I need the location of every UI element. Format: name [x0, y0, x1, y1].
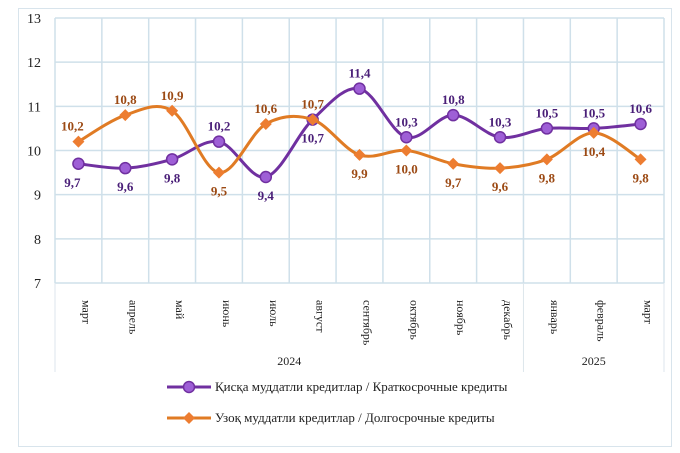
data-point	[353, 148, 366, 161]
x-tick-label: январь	[548, 300, 562, 335]
legend-item-short-term: Қисқа муддатли кредитлар / Краткосрочные…	[165, 379, 507, 395]
data-label: 10,7	[301, 97, 324, 112]
x-tick-label: май	[173, 300, 187, 320]
data-label: 10,2	[208, 119, 231, 134]
data-label: 10,6	[629, 101, 652, 116]
data-point	[353, 82, 366, 95]
data-point	[72, 135, 85, 148]
x-tick-label: август	[314, 300, 328, 333]
y-tick-label: 13	[27, 12, 41, 27]
x-tick-label: июнь	[220, 300, 234, 328]
data-point	[212, 135, 226, 148]
data-label: 10,5	[582, 105, 605, 120]
y-tick-label: 8	[34, 233, 41, 248]
data-point	[400, 131, 413, 144]
y-tick-label: 12	[27, 56, 41, 71]
data-point	[400, 144, 413, 157]
data-label: 10,7	[301, 131, 324, 146]
x-tick-label: март	[79, 300, 93, 325]
data-label: 9,8	[539, 170, 556, 185]
legend-marker-diamond-icon	[167, 412, 211, 424]
data-label: 10,8	[114, 92, 137, 107]
data-point	[540, 122, 554, 135]
data-label: 9,8	[164, 170, 181, 185]
data-point	[212, 166, 225, 179]
y-tick-label: 10	[27, 145, 41, 160]
data-point	[119, 161, 132, 175]
y-tick-label: 7	[34, 277, 41, 292]
x-tick-label: март	[642, 300, 656, 325]
data-point	[306, 113, 319, 126]
legend-item-long-term: Узоқ муддатли кредитлар / Долгосрочные к…	[165, 410, 495, 426]
data-label: 11,4	[348, 66, 371, 81]
data-label: 9,4	[258, 188, 275, 203]
y-tick-label: 9	[34, 189, 41, 204]
data-label: 9,7	[64, 175, 81, 190]
x-tick-label: июль	[267, 300, 281, 327]
data-point	[634, 117, 647, 131]
data-label: 9,9	[351, 166, 368, 181]
data-label: 10,5	[536, 105, 559, 120]
year-label: 2024	[277, 354, 301, 368]
x-tick-label: сентябрь	[361, 300, 375, 346]
x-tick-label: ноябрь	[454, 300, 468, 336]
data-point	[634, 153, 647, 166]
data-point	[587, 126, 600, 139]
data-point	[259, 170, 273, 184]
data-label: 10,6	[254, 101, 277, 116]
legend-label: Узоқ муддатли кредитлар / Долгосрочные к…	[215, 410, 495, 425]
data-label: 10,4	[582, 144, 605, 159]
legend-marker-circle-icon	[167, 380, 211, 394]
data-label: 10,2	[61, 119, 84, 134]
data-point	[72, 157, 85, 170]
data-label: 9,6	[492, 179, 509, 194]
data-point	[493, 131, 507, 144]
data-label: 10,9	[161, 88, 184, 103]
y-tick-label: 11	[28, 100, 41, 115]
data-label: 9,7	[445, 175, 462, 190]
data-label: 9,8	[632, 170, 649, 185]
x-tick-label: апрель	[126, 300, 140, 335]
data-point	[447, 157, 460, 170]
data-label: 10,3	[489, 114, 512, 129]
data-point	[446, 108, 460, 122]
data-point	[166, 104, 179, 117]
data-label: 9,6	[117, 179, 134, 194]
x-tick-label: февраль	[595, 300, 609, 342]
data-point	[540, 153, 553, 166]
data-point	[165, 153, 179, 166]
data-point	[119, 109, 132, 122]
year-label: 2025	[582, 354, 606, 368]
legend-label: Қисқа муддатли кредитлар / Краткосрочные…	[215, 379, 508, 394]
x-tick-label: октябрь	[407, 300, 421, 340]
data-point	[494, 162, 507, 175]
chart-frame	[18, 8, 672, 447]
data-point	[259, 118, 272, 130]
data-label: 10,0	[395, 162, 418, 177]
data-label: 10,8	[442, 92, 465, 107]
x-tick-label: декабрь	[501, 300, 515, 341]
data-label: 10,3	[395, 114, 418, 129]
data-label: 9,5	[211, 184, 228, 199]
